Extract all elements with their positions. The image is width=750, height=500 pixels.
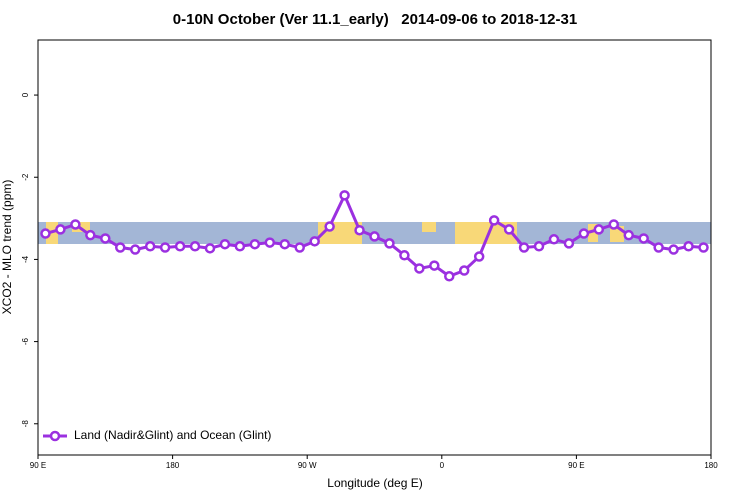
point (264, 237, 276, 248)
y-tick-label: -4 (21, 255, 30, 263)
point (279, 238, 291, 250)
plot-frame (37, 39, 712, 456)
point (638, 233, 649, 244)
point (399, 250, 410, 261)
point (608, 219, 620, 230)
point (623, 229, 634, 241)
point (354, 224, 365, 236)
point (144, 241, 156, 252)
point (668, 244, 679, 255)
point (653, 242, 664, 253)
point (129, 244, 141, 255)
point (563, 238, 575, 249)
point (309, 236, 320, 247)
x-tick-label: 90 W (298, 461, 317, 470)
y-axis-label: XCO2 - MLO trend (ppm) (0, 180, 14, 315)
point (55, 224, 66, 235)
y-tick-label: 0 (21, 92, 30, 97)
x-tick-label: 0 (440, 461, 445, 470)
point (189, 241, 201, 252)
point (219, 238, 231, 250)
chart-title: 0-10N October (Ver 11.1_early) 2014-09-0… (173, 11, 577, 28)
point (578, 228, 590, 239)
point (698, 242, 709, 253)
point (369, 231, 380, 242)
point (503, 224, 515, 235)
point (488, 215, 500, 226)
point (100, 233, 111, 244)
legend-marker (49, 430, 61, 442)
x-tick-label: 180 (704, 461, 718, 470)
point (324, 221, 335, 232)
point (159, 242, 171, 253)
point (444, 271, 455, 282)
point (40, 228, 51, 239)
point (429, 260, 440, 271)
point (115, 242, 126, 253)
y-tick-label: -2 (21, 173, 30, 181)
point (234, 241, 246, 252)
x-tick-label: 90 E (568, 461, 584, 470)
point (174, 241, 186, 252)
point (204, 243, 216, 254)
point (414, 263, 425, 274)
point (384, 238, 395, 249)
y-tick-label: -6 (21, 337, 30, 345)
point (70, 219, 81, 230)
x-tick-label: 90 E (30, 461, 46, 470)
y-tick-label: -8 (21, 420, 30, 428)
point (339, 190, 350, 201)
point (593, 224, 605, 235)
point (683, 241, 694, 252)
point (518, 242, 530, 253)
point (249, 238, 261, 250)
legend-label: Land (Nadir&Glint) and Ocean (Glint) (74, 428, 271, 442)
point (85, 229, 96, 241)
point (533, 241, 545, 252)
x-axis-label: Longitude (deg E) (327, 476, 422, 490)
x-tick-label: 180 (166, 461, 180, 470)
point (473, 251, 485, 262)
point (548, 234, 560, 245)
point (458, 265, 470, 276)
point (294, 242, 305, 253)
